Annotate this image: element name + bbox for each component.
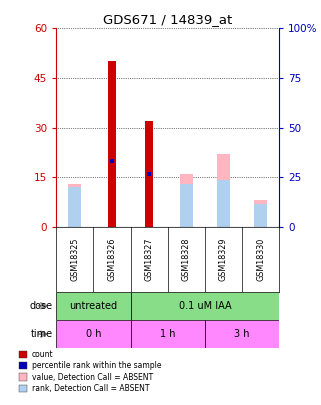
Text: time: time <box>31 329 53 339</box>
Bar <box>68 184 81 227</box>
Bar <box>68 187 81 227</box>
Title: GDS671 / 14839_at: GDS671 / 14839_at <box>103 13 232 26</box>
Text: rank, Detection Call = ABSENT: rank, Detection Call = ABSENT <box>32 384 150 393</box>
Text: GSM18327: GSM18327 <box>145 237 154 281</box>
Bar <box>131 292 279 320</box>
Bar <box>217 154 230 227</box>
Text: dose: dose <box>30 301 53 311</box>
Text: GSM18325: GSM18325 <box>70 237 79 281</box>
Text: GSM18328: GSM18328 <box>182 237 191 281</box>
Text: percentile rank within the sample: percentile rank within the sample <box>32 361 161 370</box>
Bar <box>254 200 267 227</box>
Text: 0.1 uM IAA: 0.1 uM IAA <box>178 301 231 311</box>
Text: count: count <box>32 350 54 359</box>
Bar <box>145 121 153 227</box>
Bar <box>110 159 114 163</box>
Text: 0 h: 0 h <box>86 329 101 339</box>
Text: GSM18326: GSM18326 <box>108 237 117 281</box>
Bar <box>131 320 205 348</box>
Bar <box>180 184 193 227</box>
Bar <box>254 204 267 227</box>
Bar <box>56 292 131 320</box>
Bar <box>147 172 151 176</box>
Text: 3 h: 3 h <box>234 329 250 339</box>
Text: GSM18329: GSM18329 <box>219 237 228 281</box>
Text: value, Detection Call = ABSENT: value, Detection Call = ABSENT <box>32 373 153 382</box>
Bar <box>108 62 116 227</box>
Text: GSM18330: GSM18330 <box>256 238 265 281</box>
Bar <box>205 320 279 348</box>
Bar <box>217 181 230 227</box>
Bar <box>180 174 193 227</box>
Text: untreated: untreated <box>69 301 117 311</box>
Bar <box>56 320 131 348</box>
Text: 1 h: 1 h <box>160 329 176 339</box>
